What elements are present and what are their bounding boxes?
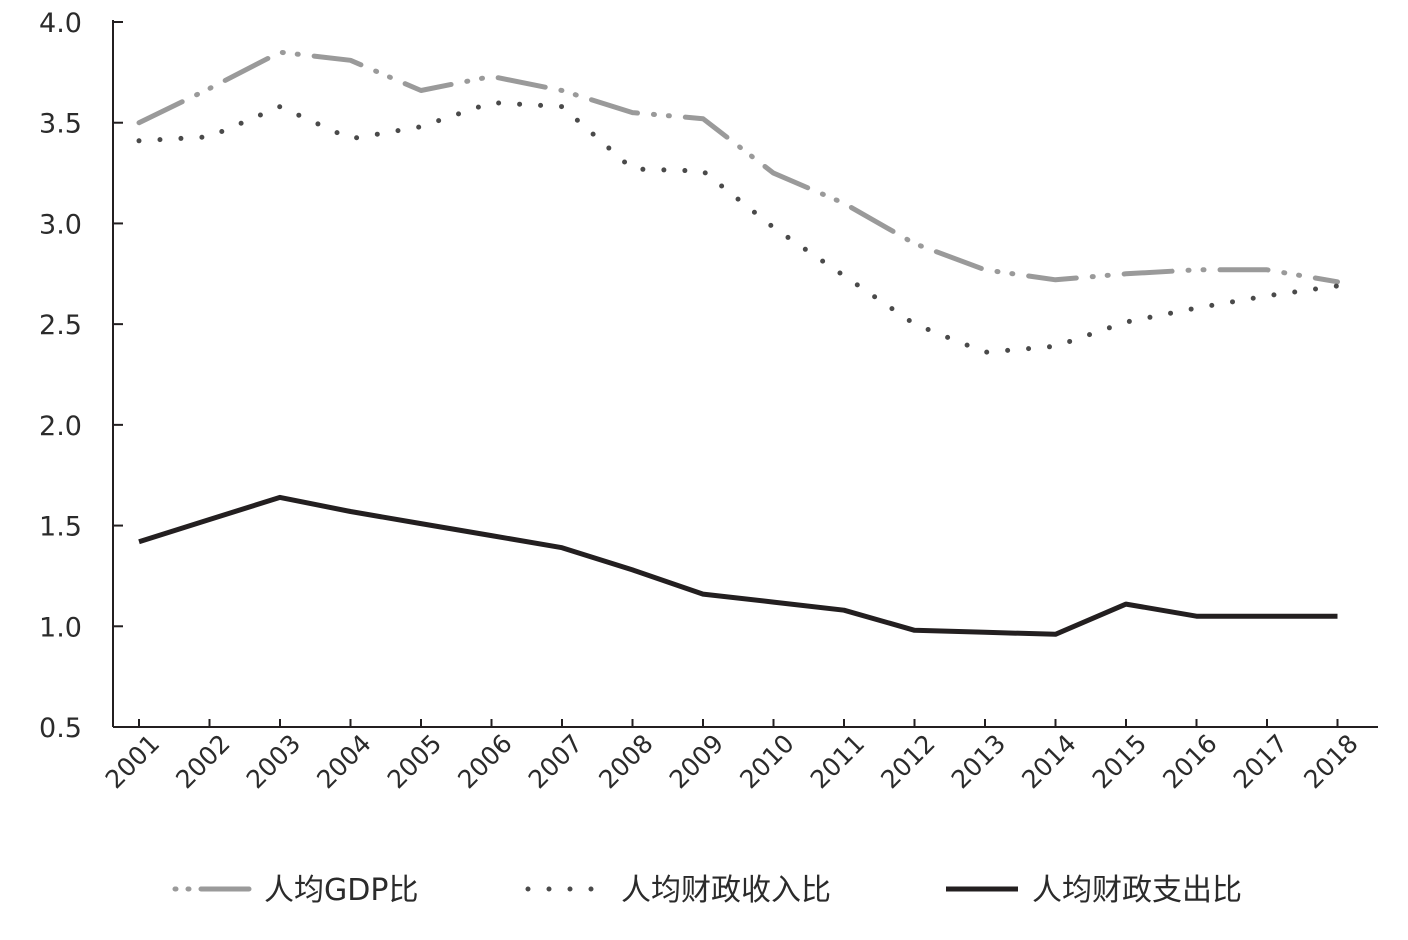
x-tick-label: 2018 bbox=[1298, 729, 1363, 794]
series-3-point bbox=[489, 533, 494, 538]
x-tick-label: 2002 bbox=[170, 729, 235, 794]
series-1-point bbox=[1124, 271, 1129, 276]
y-tick-label: 3.5 bbox=[39, 109, 82, 140]
x-tick-label: 2005 bbox=[382, 729, 447, 794]
series-line-1 bbox=[136, 49, 1340, 285]
y-tick-label: 4.0 bbox=[39, 8, 82, 39]
series-3-point bbox=[1265, 614, 1270, 619]
y-tick-label: 2.0 bbox=[39, 411, 82, 442]
x-tick-label: 2011 bbox=[805, 729, 870, 794]
series-3-point bbox=[137, 539, 142, 544]
series-3-point bbox=[842, 608, 847, 613]
legend-label: 人均财政支出比 bbox=[1032, 873, 1242, 908]
series-2-point bbox=[1053, 344, 1058, 349]
series-2-point bbox=[912, 322, 917, 327]
series-2-point bbox=[842, 273, 847, 278]
series-line-2 bbox=[136, 100, 1340, 355]
series-line-3 bbox=[138, 494, 1338, 637]
series-2-point bbox=[419, 124, 424, 129]
series-3-point bbox=[1335, 614, 1340, 619]
series-2-point bbox=[137, 138, 142, 143]
series-2-point bbox=[1335, 283, 1340, 288]
y-tick-label: 0.5 bbox=[39, 713, 82, 744]
x-tick-label: 2016 bbox=[1157, 729, 1222, 794]
y-tick-label: 2.5 bbox=[39, 310, 82, 341]
series-1-point bbox=[489, 74, 494, 79]
x-tick-label: 2008 bbox=[593, 729, 658, 794]
series-1-point bbox=[137, 120, 142, 125]
x-tick-label: 2014 bbox=[1016, 729, 1081, 794]
series-2-point bbox=[983, 350, 988, 355]
series-2-point bbox=[771, 225, 776, 230]
legend-item-2: 人均财政收入比 bbox=[525, 873, 831, 908]
series-3-point bbox=[701, 592, 706, 597]
legend-item-3: 人均财政支出比 bbox=[946, 873, 1242, 908]
x-tick-label: 2017 bbox=[1228, 729, 1293, 794]
x-tick-label: 2009 bbox=[664, 729, 729, 794]
y-tick-label: 1.0 bbox=[39, 612, 82, 643]
x-tick-label: 2003 bbox=[241, 729, 306, 794]
x-tick-label: 2007 bbox=[523, 729, 588, 794]
legend-label: 人均财政收入比 bbox=[621, 873, 831, 908]
series-2-point bbox=[630, 167, 635, 172]
series-3-point bbox=[1124, 602, 1129, 607]
x-tick-label: 2015 bbox=[1087, 729, 1152, 794]
y-tick-label: 3.0 bbox=[39, 209, 82, 240]
x-tick-label: 2004 bbox=[311, 729, 376, 794]
series-3-point bbox=[1053, 632, 1058, 637]
series-3-point bbox=[771, 600, 776, 605]
series-3-point bbox=[912, 628, 917, 633]
series-2-point bbox=[348, 136, 353, 141]
series-1-point bbox=[1265, 267, 1270, 272]
x-tick-label: 2010 bbox=[734, 729, 799, 794]
legend-label: 人均GDP比 bbox=[264, 873, 418, 908]
series-1-point bbox=[207, 86, 212, 91]
series-1-point bbox=[842, 201, 847, 206]
chart-series bbox=[136, 49, 1340, 637]
series-1-point bbox=[560, 88, 565, 93]
series-2-point bbox=[1265, 293, 1270, 298]
x-tick-label: 2001 bbox=[100, 729, 165, 794]
series-1-point bbox=[1053, 277, 1058, 282]
series-1-point bbox=[912, 241, 917, 246]
series-3-point bbox=[419, 521, 424, 526]
series-2-point bbox=[207, 134, 212, 139]
series-2-point bbox=[489, 100, 494, 105]
series-3-point bbox=[1194, 614, 1199, 619]
series-1-point bbox=[630, 110, 635, 115]
legend-item-1: 人均GDP比 bbox=[172, 873, 418, 908]
series-3-point bbox=[630, 567, 635, 572]
series-1-point bbox=[983, 267, 988, 272]
series-3-point bbox=[278, 495, 283, 500]
series-1-point bbox=[278, 50, 283, 55]
series-2-point bbox=[1194, 306, 1199, 311]
series-2-point bbox=[1124, 320, 1129, 325]
series-3-point bbox=[348, 509, 353, 514]
series-3-point bbox=[560, 545, 565, 550]
x-tick-label: 2013 bbox=[946, 729, 1011, 794]
series-1-point bbox=[419, 88, 424, 93]
chart-legend: 人均GDP比 人均财政收入比 人均财政支出比 bbox=[172, 873, 1242, 908]
series-2-point bbox=[701, 169, 706, 174]
x-tick-label: 2012 bbox=[875, 729, 940, 794]
series-3-point bbox=[207, 517, 212, 522]
y-tick-label: 1.5 bbox=[39, 512, 82, 543]
x-tick-label: 2006 bbox=[452, 729, 517, 794]
series-1-point bbox=[771, 171, 776, 176]
series-2-point bbox=[560, 104, 565, 109]
series-2-point bbox=[278, 104, 283, 109]
series-1-point bbox=[701, 116, 706, 121]
series-1-point bbox=[1194, 267, 1199, 272]
series-3-point bbox=[983, 630, 988, 635]
series-1-point bbox=[348, 58, 353, 63]
